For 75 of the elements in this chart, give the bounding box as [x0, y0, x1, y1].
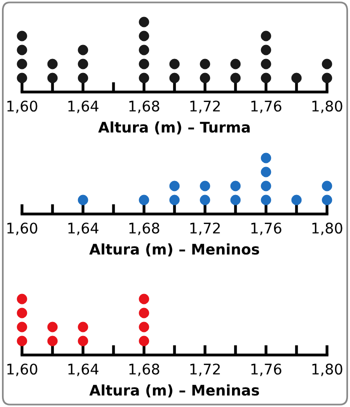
- x-axis-title: Altura (m) – Meninas: [89, 384, 260, 398]
- x-tick-label: 1,72: [190, 222, 220, 236]
- point: [138, 322, 150, 332]
- x-tick-label: 1,68: [129, 222, 160, 236]
- point: [138, 308, 150, 318]
- point: [200, 58, 210, 70]
- point: [138, 44, 150, 56]
- point: [138, 336, 150, 346]
- point: [16, 294, 28, 304]
- point: [291, 72, 302, 84]
- point: [230, 180, 241, 192]
- x-tick-label: 1,76: [251, 222, 282, 236]
- point: [169, 72, 180, 84]
- x-tick-label: 1,64: [68, 364, 98, 376]
- point: [200, 72, 210, 84]
- x-tick-label: 1,60: [7, 100, 38, 114]
- point: [322, 72, 332, 84]
- point: [138, 30, 150, 42]
- point: [78, 58, 88, 70]
- x-tick-label: 1,80: [312, 364, 342, 376]
- point: [78, 322, 88, 332]
- point: [200, 180, 210, 192]
- point: [291, 194, 302, 206]
- point: [16, 322, 28, 332]
- point: [169, 58, 180, 70]
- point: [260, 166, 272, 178]
- point: [169, 180, 180, 192]
- point: [322, 58, 332, 70]
- point: [260, 58, 272, 70]
- point: [260, 194, 272, 206]
- point: [260, 30, 272, 42]
- x-tick-label: 1,64: [68, 222, 98, 236]
- x-tick-label: 1,80: [312, 100, 342, 114]
- point: [47, 336, 58, 346]
- point: [78, 194, 88, 206]
- x-tick-label: 1,68: [129, 100, 160, 114]
- point: [78, 44, 88, 56]
- point: [16, 336, 28, 346]
- point: [138, 294, 150, 304]
- point: [138, 72, 150, 84]
- x-tick-label: 1,60: [7, 222, 38, 236]
- point: [16, 30, 28, 42]
- point: [138, 58, 150, 70]
- point: [322, 194, 332, 206]
- point: [230, 58, 241, 70]
- point: [138, 16, 150, 28]
- point: [169, 194, 180, 206]
- x-tick-label: 1,60: [7, 364, 38, 376]
- point: [47, 58, 58, 70]
- point: [230, 194, 241, 206]
- point: [16, 72, 28, 84]
- x-tick-label: 1,76: [251, 100, 282, 114]
- point: [260, 180, 272, 192]
- x-tick-label: 1,76: [251, 364, 282, 376]
- x-tick-label: 1,72: [190, 364, 220, 376]
- x-axis-title: Altura (m) – Meninos: [89, 243, 260, 256]
- x-tick-label: 1,64: [68, 100, 98, 114]
- x-tick-label: 1,80: [312, 222, 342, 236]
- point: [200, 194, 210, 206]
- point: [47, 322, 58, 332]
- point: [260, 44, 272, 56]
- point: [16, 44, 28, 56]
- point: [138, 194, 150, 206]
- point: [16, 58, 28, 70]
- point: [16, 308, 28, 318]
- x-tick-label: 1,68: [129, 364, 160, 376]
- x-tick-label: 1,72: [190, 100, 220, 114]
- point: [322, 180, 332, 192]
- point: [260, 72, 272, 84]
- point: [230, 72, 241, 84]
- point: [78, 72, 88, 84]
- point: [78, 336, 88, 346]
- point: [260, 152, 272, 164]
- point: [47, 72, 58, 84]
- x-axis-title: Altura (m) – Turma: [98, 121, 250, 134]
